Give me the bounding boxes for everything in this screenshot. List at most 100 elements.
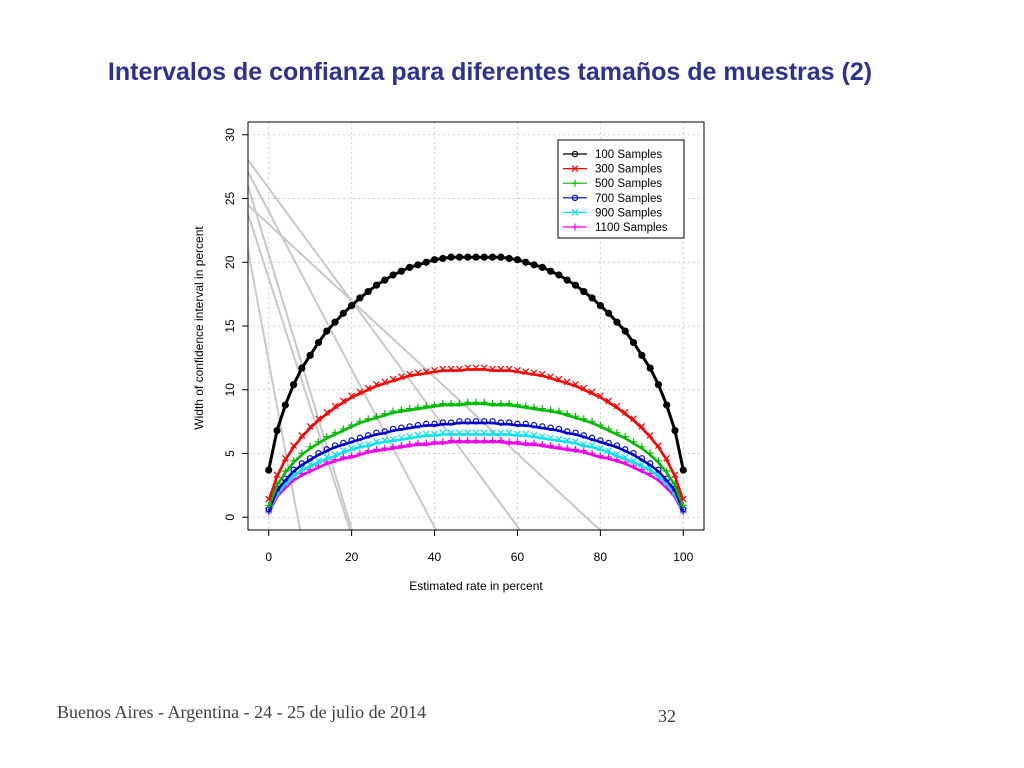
data-point [364, 447, 372, 455]
data-point [290, 442, 298, 449]
data-point [381, 378, 389, 386]
data-point [563, 410, 571, 418]
data-point [315, 457, 322, 465]
data-point [572, 429, 579, 436]
y-axis-label: Width of confidence interval in percent [192, 226, 206, 430]
data-point [588, 388, 596, 396]
data-point [630, 438, 638, 446]
data-point [638, 443, 646, 451]
data-point [563, 378, 571, 386]
data-point [339, 425, 347, 433]
data-point [663, 454, 671, 462]
data-point [456, 418, 463, 425]
data-point [306, 455, 314, 462]
data-point [373, 438, 380, 446]
data-point [522, 420, 529, 428]
data-point [389, 435, 397, 443]
data-point [613, 402, 621, 410]
data-point [431, 438, 439, 446]
data-point [622, 446, 629, 453]
data-point [538, 433, 546, 441]
data-point [281, 467, 289, 475]
data-point [638, 422, 646, 430]
data-point [455, 436, 463, 444]
data-point [281, 401, 289, 409]
data-point [431, 401, 439, 409]
data-point [572, 380, 579, 388]
data-point [364, 440, 372, 448]
data-point [472, 398, 480, 406]
data-point [547, 373, 555, 381]
data-point [522, 430, 530, 438]
legend-marker [571, 208, 579, 216]
x-tick-label: 80 [594, 550, 608, 564]
y-tick-label: 0 [223, 514, 237, 521]
data-point [455, 399, 463, 407]
data-point [348, 392, 356, 400]
data-point [497, 436, 505, 444]
data-point [331, 451, 339, 458]
data-point [572, 438, 579, 446]
data-point [439, 254, 447, 263]
data-point [564, 428, 571, 435]
data-point [530, 421, 538, 429]
series-500-samples [265, 398, 687, 509]
data-point [679, 501, 687, 509]
data-point [422, 368, 430, 375]
data-point [406, 263, 414, 271]
data-point [497, 429, 505, 437]
y-tick-label: 5 [223, 450, 237, 457]
data-point [265, 501, 273, 509]
data-point [389, 375, 397, 383]
legend-item: 300 Samples [563, 164, 662, 176]
data-point [679, 466, 687, 474]
data-point [505, 429, 513, 437]
data-point [588, 442, 596, 449]
data-point [646, 364, 654, 372]
data-point [580, 432, 587, 439]
data-point [439, 399, 447, 407]
data-point [605, 397, 613, 405]
data-point [497, 419, 505, 426]
x-tick-label: 100 [673, 550, 693, 564]
data-point [439, 419, 447, 426]
data-point [290, 466, 297, 473]
data-point [588, 294, 596, 302]
legend: 100 Samples 300 Samples 500 Samples 700 Sam… [557, 139, 685, 239]
data-point [455, 253, 464, 261]
data-point [613, 442, 621, 449]
data-point [613, 451, 621, 458]
data-point [406, 433, 414, 441]
data-point [464, 253, 472, 261]
data-point [547, 267, 555, 275]
data-point [306, 351, 314, 359]
data-point [505, 438, 513, 446]
data-point [397, 442, 405, 450]
data-point [431, 420, 438, 428]
data-point [505, 365, 513, 373]
data-point [373, 445, 381, 453]
data-point [356, 434, 364, 442]
data-point [455, 429, 463, 437]
data-point [414, 261, 422, 269]
data-point [323, 408, 331, 416]
data-point [489, 436, 497, 444]
data-point [571, 281, 580, 289]
data-point [497, 399, 505, 407]
data-point [555, 443, 563, 451]
data-point [464, 436, 472, 444]
data-point [339, 397, 347, 405]
data-point [455, 365, 463, 373]
data-point [364, 384, 372, 392]
data-point [397, 267, 405, 275]
legend-label: 900 Samples [595, 207, 662, 219]
data-point [671, 426, 679, 435]
data-point [555, 425, 563, 433]
page-number: 32 [658, 706, 676, 726]
data-point [505, 254, 513, 263]
data-point [273, 426, 281, 435]
data-point [323, 433, 331, 441]
legend-label: 700 Samples [595, 193, 662, 205]
data-point [447, 253, 455, 261]
